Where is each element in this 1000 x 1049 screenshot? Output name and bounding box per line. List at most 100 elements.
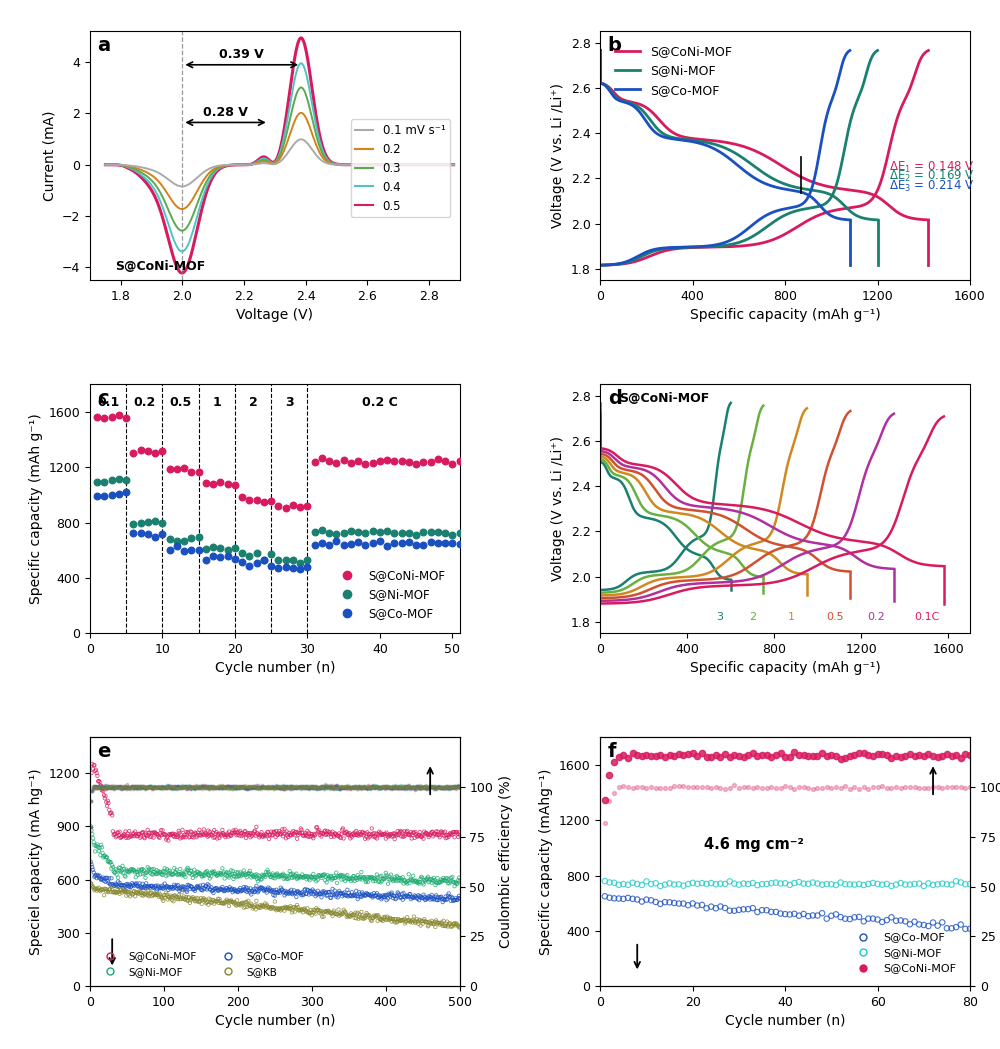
Point [443,779,459,796]
Point [358,874,374,891]
Point [242,897,258,914]
Point [158,884,174,901]
Point [349,905,365,922]
Point [95,871,111,887]
Point [171,866,187,883]
Point [299,779,315,796]
Point [109,779,125,796]
Point [177,777,193,794]
Point [768,747,784,764]
Point [450,875,466,892]
Point [383,866,399,883]
Point [211,780,227,797]
Point [203,778,219,795]
Point [450,829,466,845]
Point [273,780,289,797]
Point [177,863,193,880]
Point [302,779,318,796]
Point [100,778,116,795]
Point [354,779,370,796]
Point [293,778,309,795]
Point [146,829,162,845]
Point [424,778,440,795]
Point [126,877,142,894]
Point [339,881,355,898]
Point [439,777,455,794]
Point [146,777,162,794]
Point [375,887,391,904]
Point [217,829,233,845]
Point [427,872,443,889]
Point [897,747,913,764]
Point [398,874,414,891]
Point [396,911,412,927]
Point [342,825,358,841]
Point [83,818,99,835]
Point [374,778,390,795]
Point [357,779,373,796]
Point [88,762,104,778]
Point [149,778,165,795]
Point [199,827,215,843]
Point [666,895,682,912]
Point [292,555,308,572]
Point [83,783,99,799]
Point [115,779,131,796]
Point [358,779,374,796]
Point [185,778,201,795]
Point [129,777,145,794]
Point [144,878,160,895]
Point [94,777,110,794]
Point [107,779,123,796]
Point [149,881,165,898]
Point [154,778,170,795]
Point [300,779,316,796]
Point [110,778,126,795]
Point [325,779,341,796]
Point [392,823,408,840]
Point [258,778,274,795]
Point [250,826,266,842]
Point [192,778,208,795]
Point [404,778,420,795]
Point [212,864,228,881]
Point [369,778,385,795]
Point [94,871,110,887]
Point [316,903,332,920]
Point [449,892,465,908]
Point [157,778,173,795]
Point [109,866,125,883]
Point [396,778,412,795]
Point [412,912,428,928]
Point [177,891,193,907]
Point [336,778,352,795]
Point [216,826,232,842]
Point [417,826,433,842]
Point [194,826,210,842]
Point [399,778,415,795]
Point [299,552,315,569]
Point [373,912,389,928]
Point [425,890,441,906]
Point [177,869,193,885]
Point [362,870,378,886]
Point [240,779,256,796]
Point [403,778,419,795]
Point [957,921,973,938]
Point [155,778,171,795]
Point [257,778,273,795]
Y-axis label: Speciel capacity (mA hg⁻¹): Speciel capacity (mA hg⁻¹) [29,769,43,955]
Point [89,779,105,796]
Point [404,779,420,796]
Point [251,778,267,795]
Point [447,915,463,932]
Point [174,779,190,796]
Point [228,896,244,913]
Point [206,778,222,795]
Point [373,887,389,904]
Point [135,860,151,877]
Point [218,778,234,795]
Point [163,778,179,795]
Point [214,779,230,796]
Point [194,777,210,794]
